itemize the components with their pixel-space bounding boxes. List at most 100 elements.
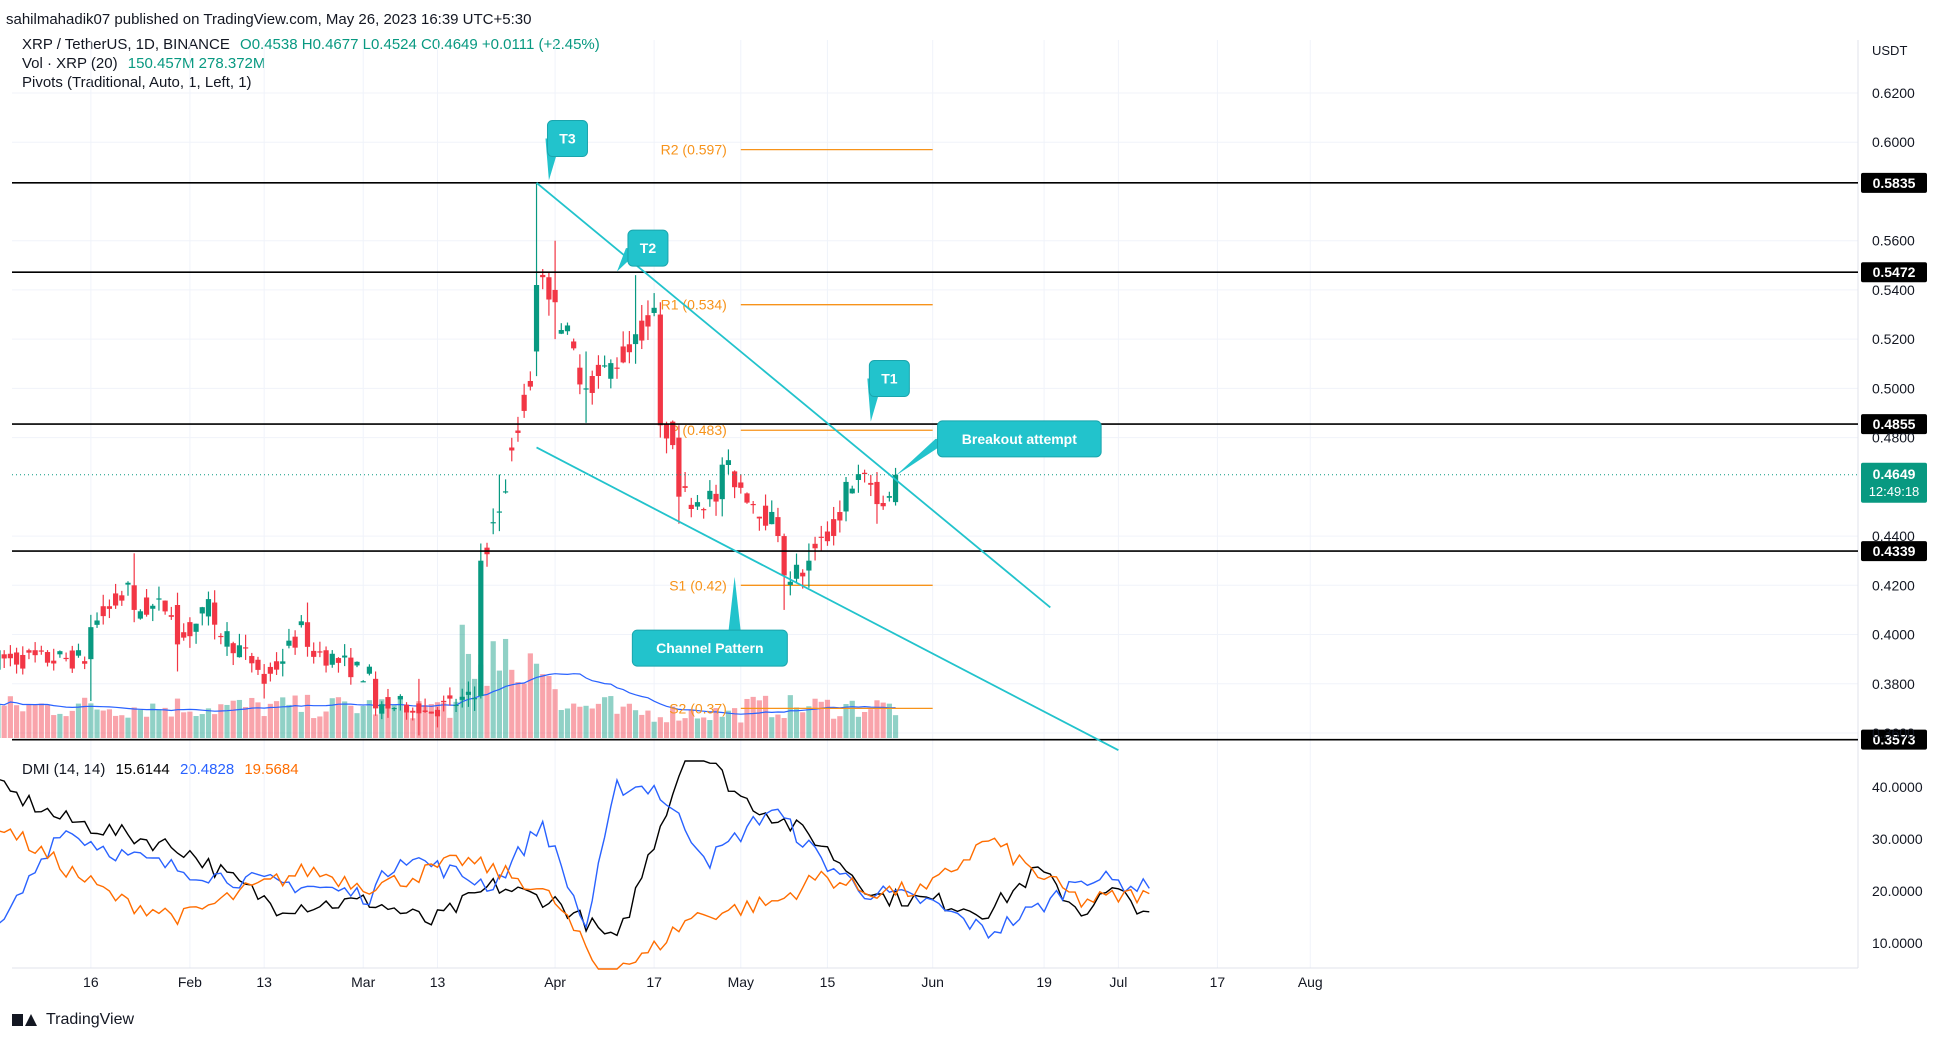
candle-body — [366, 666, 372, 674]
callout-box — [627, 229, 669, 267]
channel-lower-line — [536, 446, 1119, 752]
price-tick-label: 0.5400 — [1872, 282, 1915, 298]
candle-body — [478, 560, 484, 697]
symbol-legend[interactable]: XRP / TetherUS, 1D, BINANCE O0.4538 H0.4… — [22, 36, 600, 53]
volume-bar — [131, 707, 137, 738]
last-price-label: 0.4649 — [1873, 466, 1916, 482]
pivot-label: S2 (0.37) — [669, 700, 727, 716]
volume-bar — [137, 709, 143, 738]
volume-bar — [521, 683, 527, 738]
candle-body — [267, 666, 273, 674]
volume-bar — [595, 703, 602, 738]
candle-body — [150, 605, 156, 609]
candle-body — [447, 695, 453, 699]
candle-body — [701, 509, 707, 511]
volume-bar — [236, 699, 243, 738]
time-tick-label: May — [728, 974, 754, 990]
candle-body — [100, 606, 106, 617]
volume-bar — [892, 715, 899, 738]
dmi-adx-value: 15.6144 — [115, 761, 170, 778]
symbol-name: XRP / TetherUS, 1D, BINANCE — [22, 36, 230, 53]
volume-legend[interactable]: Vol · XRP (20) 150.457M 278.372M — [22, 55, 265, 72]
volume-histogram — [0, 624, 899, 738]
pivot-label: R2 (0.597) — [661, 142, 727, 158]
volume-bar — [676, 720, 682, 738]
time-tick-label: 15 — [820, 974, 836, 990]
dmi-plus-value: 20.4828 — [179, 761, 235, 778]
volume-bar — [651, 721, 657, 738]
candle-body — [676, 437, 682, 497]
candle-body — [769, 511, 775, 525]
candle-body — [608, 363, 614, 379]
dmi-label: DMI (14, 14) — [22, 761, 106, 778]
volume-bar — [614, 713, 620, 738]
candle-body — [843, 481, 849, 512]
candle-body — [391, 707, 397, 710]
candle-body — [193, 623, 199, 632]
candle-body — [26, 650, 32, 653]
candle-body — [571, 341, 577, 349]
pivot-label: S1 (0.42) — [669, 577, 727, 593]
channel-upper-line — [535, 182, 1051, 609]
volume-bar — [787, 695, 793, 738]
volume-bar — [688, 709, 694, 738]
volume-bar — [249, 697, 255, 738]
candle-body — [162, 600, 168, 612]
candle-body — [849, 488, 855, 494]
candle-body — [280, 661, 286, 664]
volume-bar — [546, 676, 552, 738]
candle-body — [94, 620, 100, 625]
volume-bar — [509, 669, 515, 738]
candle-body — [335, 658, 342, 663]
volume-bar — [298, 711, 304, 738]
level-price-tag — [1861, 172, 1927, 193]
candle-body — [663, 423, 670, 439]
candle-body — [342, 655, 348, 658]
candle-body — [44, 652, 51, 663]
time-tick-label: 17 — [646, 974, 662, 990]
callout-label: T3 — [559, 131, 576, 147]
time-tick-label: Jun — [921, 974, 944, 990]
candle-body — [651, 307, 657, 313]
candle-body — [261, 673, 267, 684]
candle-body — [781, 536, 787, 576]
pivots-legend[interactable]: Pivots (Traditional, Auto, 1, Left, 1) — [22, 74, 252, 91]
candle-body — [243, 647, 249, 649]
volume-bar — [645, 710, 651, 738]
volume-bar — [453, 701, 459, 738]
volume-bar — [694, 718, 701, 738]
candle-body — [205, 599, 212, 617]
volume-bar — [886, 703, 892, 738]
candle-body — [63, 657, 69, 660]
volume-bar — [855, 716, 862, 738]
candle-body — [441, 700, 447, 703]
level-price-label: 0.4855 — [1873, 416, 1916, 432]
volume-bar — [292, 695, 298, 738]
candle-body — [329, 653, 335, 665]
candle-body — [645, 315, 651, 327]
volume-bar — [707, 720, 713, 738]
candle-body — [558, 329, 564, 334]
volume-bar — [224, 704, 230, 738]
candle-body — [744, 493, 750, 503]
volume-bar — [490, 641, 496, 738]
candle-body — [181, 632, 187, 638]
dmi-legend[interactable]: DMI (14, 14) 15.6144 20.4828 19.5684 — [22, 761, 299, 778]
volume-bar — [51, 715, 57, 738]
candle-body — [298, 621, 304, 626]
level-price-tag — [1861, 262, 1927, 283]
callout-pointer — [895, 438, 952, 476]
volume-bar — [106, 709, 113, 738]
candle-body — [354, 661, 360, 666]
callout-box — [546, 120, 588, 158]
candle-body — [286, 640, 292, 646]
candle-body — [502, 491, 509, 493]
volume-bar — [639, 714, 645, 738]
volume-bar — [564, 708, 571, 738]
time-tick-label: Apr — [544, 974, 566, 990]
tradingview-brand[interactable]: TradingView — [12, 1011, 134, 1029]
volume-bar — [502, 638, 509, 738]
volume-bar — [533, 663, 540, 738]
candle-body — [886, 496, 892, 498]
